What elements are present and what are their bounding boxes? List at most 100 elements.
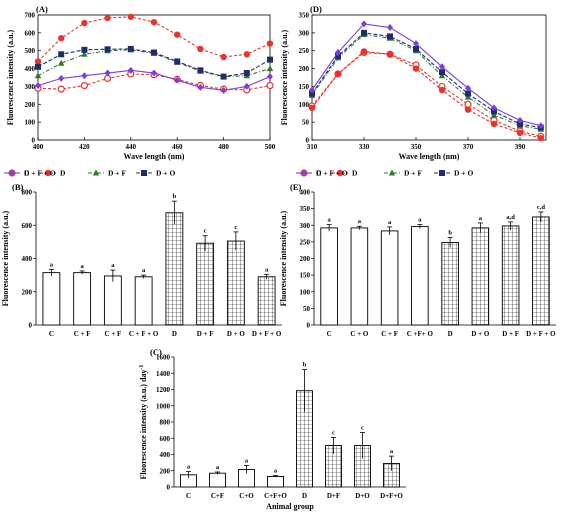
data-point: [439, 69, 445, 76]
category-label: D: [448, 330, 453, 338]
significance-letter: a: [111, 262, 115, 269]
bar: [165, 212, 184, 326]
significance-letter: c: [234, 224, 237, 231]
data-point: [387, 33, 393, 40]
data-point: [517, 116, 523, 124]
y-tick-label: 200: [160, 467, 171, 475]
data-point: [220, 73, 227, 80]
category-label: D+F+O: [380, 492, 403, 500]
data-point: [243, 70, 250, 77]
plot-frame: [311, 14, 547, 141]
category-label: C+F: [211, 492, 224, 500]
panel-label: (E): [290, 182, 302, 192]
panel-label: (C): [150, 347, 162, 357]
legend: C D D + F D + O D + F + O: [296, 169, 473, 178]
data-point: [127, 13, 134, 20]
data-point: [58, 51, 65, 58]
bar: [196, 242, 215, 326]
data-point: [104, 46, 111, 53]
series-line: [311, 51, 541, 137]
data-point: [308, 104, 316, 112]
data-point: [81, 50, 88, 57]
category-label: D + F: [502, 330, 519, 338]
data-point: [309, 86, 315, 94]
significance-letter: a: [328, 217, 332, 224]
data-point: [197, 45, 204, 53]
category-label: C: [49, 330, 54, 338]
legend-label: D + F + O: [316, 169, 348, 178]
x-tick-label: 400: [33, 143, 44, 151]
data-point: [81, 72, 88, 80]
panel-E: (E) 0 50 100 150 200 250 300 350 400 a Ca C + O a C + …: [279, 182, 556, 338]
bar: [501, 225, 520, 326]
data-point: [197, 83, 204, 91]
data-point: [490, 111, 498, 118]
panel-label: (A): [36, 4, 48, 14]
y-axis-title: Fluorescence intensity (a.u.): [1, 210, 10, 306]
data-point: [491, 108, 497, 115]
series-line: [311, 34, 541, 130]
x-tick-label: 480: [218, 143, 229, 151]
y-tick-label: 0: [307, 322, 311, 330]
series-line: [37, 48, 271, 78]
data-point: [412, 65, 420, 72]
y-tick-label: 0: [167, 484, 171, 492]
y-axis-title: Fluorescence intensity (a.u.): [6, 29, 15, 125]
data-point: [386, 51, 394, 58]
data-point: [267, 73, 273, 81]
data-point: [34, 72, 42, 79]
significance-letter: a: [245, 457, 249, 464]
y-tick-label: 250: [300, 238, 311, 246]
bar: [471, 227, 490, 326]
data-point: [537, 122, 544, 130]
category-label: D + F: [197, 330, 214, 338]
data-point: [35, 82, 41, 90]
legend-label: D + O: [454, 169, 473, 178]
significance-letter: a: [265, 266, 269, 273]
x-tick-label: 440: [126, 143, 137, 151]
bar: [226, 240, 245, 326]
y-tick-label: 1400: [156, 370, 171, 378]
y-tick-label: 350: [300, 205, 311, 213]
data-point: [151, 49, 157, 56]
significance-letter: c,d: [537, 204, 546, 211]
data-point: [57, 85, 65, 93]
legend-label: C: [24, 169, 29, 178]
data-point: [517, 120, 523, 127]
bar: [103, 275, 122, 326]
legend-marker: [301, 169, 307, 177]
panel-A: (A) 0 100 200 300 400 500 600 700 400 420 440 460 480…: [6, 4, 276, 161]
panel-label: (B): [12, 182, 24, 192]
y-tick-label: 600: [25, 29, 36, 37]
legend-label: D + F + O: [24, 169, 56, 178]
panel-C: (C) 0 200 400 600 800 1000 1200 1400 1600 a Ca C+F a C…: [139, 347, 406, 511]
bar: [73, 272, 92, 326]
y-axis-title-text: Fluorescence intensity (a.u.): [279, 210, 288, 306]
legend-marker: [336, 169, 344, 177]
data-point: [58, 59, 65, 66]
x-axis-title: Wave length (nm): [124, 152, 185, 161]
legend-label: D: [352, 169, 358, 178]
data-point: [464, 93, 472, 100]
y-tick-label: 1200: [156, 386, 171, 394]
y-tick-label: 250: [299, 47, 310, 55]
significance-letter: a: [274, 468, 278, 475]
category-label: D: [302, 492, 307, 500]
category-label: C + O: [350, 330, 369, 338]
category-label: D+F: [327, 492, 340, 500]
data-point: [174, 76, 181, 84]
panel-label: (D): [310, 4, 322, 14]
data-point: [150, 18, 158, 26]
legend-marker: [44, 169, 52, 177]
y-tick-label: 400: [25, 65, 36, 73]
data-point: [464, 106, 472, 113]
y-tick-label: 200: [25, 101, 36, 109]
bar: [532, 216, 550, 326]
bar: [267, 475, 284, 488]
y-axis-title-text: Fluorescence intensity (a.u.) day: [139, 370, 148, 480]
significance-letter: b: [303, 362, 307, 369]
y-tick-label: 1600: [156, 354, 171, 362]
significance-letter: a,d: [506, 214, 515, 221]
data-point: [465, 90, 471, 97]
data-point: [151, 69, 157, 77]
